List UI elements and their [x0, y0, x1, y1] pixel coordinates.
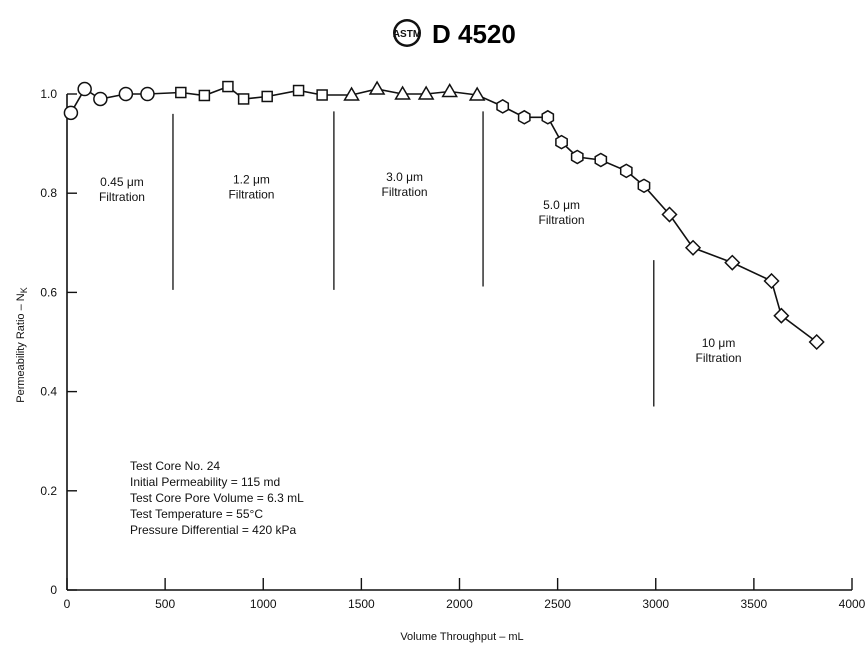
note-temperature: Test Temperature = 55°C: [130, 507, 263, 521]
x-axis-ticks: 0 500 1000 1500 2000 2500 3000 3500 4000: [64, 578, 866, 611]
y-axis-title: Permeability Ratio – NK: [15, 287, 29, 402]
filtration-word-label: Filtration: [99, 190, 145, 204]
diamond-marker: [763, 272, 780, 290]
x-tick-label: 2000: [446, 597, 473, 611]
hexagon-marker: [570, 149, 584, 165]
square-marker: [222, 80, 234, 93]
test-conditions: Test Core No. 24 Initial Permeability = …: [130, 459, 304, 537]
astm-logo: ASTM: [393, 19, 421, 47]
filtration-size-label: 5.0 μm: [543, 198, 580, 212]
y-tick-label: 0: [50, 583, 57, 597]
y-axis-ticks: 0 0.2 0.4 0.6 0.8 1.0: [40, 87, 77, 597]
svg-text:ASTM: ASTM: [393, 29, 421, 40]
x-tick-label: 3000: [642, 597, 669, 611]
hexagon-marker: [517, 109, 531, 125]
triangle-marker: [368, 80, 386, 95]
triangle-marker: [343, 86, 360, 101]
filtration-word-label: Filtration: [382, 185, 428, 199]
filtration-word-label: Filtration: [228, 187, 274, 201]
square-marker: [261, 90, 273, 103]
x-tick-label: 0: [64, 597, 71, 611]
filtration-size-label: 0.45 μm: [100, 175, 144, 189]
y-tick-label: 1.0: [40, 87, 57, 101]
note-core-number: Test Core No. 24: [130, 459, 220, 473]
diamond-marker: [724, 254, 741, 271]
square-marker: [175, 86, 187, 99]
x-axis-title: Volume Throughput – mL: [400, 631, 523, 643]
filtration-size-label: 1.2 μm: [233, 172, 270, 186]
diamond-marker: [773, 307, 790, 324]
y-tick-label: 0.2: [40, 484, 57, 498]
y-tick-label: 0.8: [40, 186, 57, 200]
triangle-marker: [417, 85, 435, 100]
filtration-size-label: 3.0 μm: [386, 170, 423, 184]
hexagon-marker: [555, 134, 568, 150]
triangle-marker: [394, 85, 411, 100]
note-pore-volume: Test Core Pore Volume = 6.3 mL: [130, 491, 304, 505]
hexagon-marker: [637, 178, 651, 194]
data-markers: [63, 80, 825, 351]
triangle-marker: [441, 83, 458, 98]
triangle-marker: [468, 86, 486, 101]
diamond-marker: [661, 206, 678, 223]
y-tick-label: 0.4: [40, 385, 57, 399]
circle-marker: [93, 91, 108, 107]
circle-marker: [140, 86, 155, 102]
series-line: [70, 85, 818, 343]
hexagon-marker: [496, 99, 510, 114]
x-tick-label: 3500: [741, 597, 768, 611]
note-initial-permeability: Initial Permeability = 115 md: [130, 475, 280, 489]
filtration-word-label: Filtration: [539, 213, 585, 227]
y-tick-label: 0.6: [40, 285, 57, 299]
x-tick-label: 2500: [544, 597, 571, 611]
note-pressure-differential: Pressure Differential = 420 kPa: [130, 523, 297, 537]
square-marker: [316, 89, 328, 101]
hexagon-marker: [619, 163, 633, 179]
diamond-marker: [808, 333, 825, 351]
x-tick-label: 500: [155, 597, 175, 611]
square-marker: [292, 84, 305, 97]
filtration-word-label: Filtration: [696, 351, 742, 365]
circle-marker: [118, 86, 134, 102]
hexagon-marker: [541, 109, 555, 125]
diamond-marker: [684, 239, 702, 256]
document-number: D 4520: [432, 19, 516, 49]
x-tick-label: 1000: [250, 597, 277, 611]
hexagon-marker: [594, 152, 608, 168]
x-tick-label: 1500: [348, 597, 375, 611]
square-marker: [237, 93, 250, 105]
circle-marker: [63, 105, 79, 121]
square-marker: [198, 89, 211, 102]
x-tick-label: 4000: [839, 597, 866, 611]
filtration-size-label: 10 μm: [702, 336, 736, 350]
filtration-boundaries: [172, 111, 655, 407]
circle-marker: [77, 81, 92, 97]
